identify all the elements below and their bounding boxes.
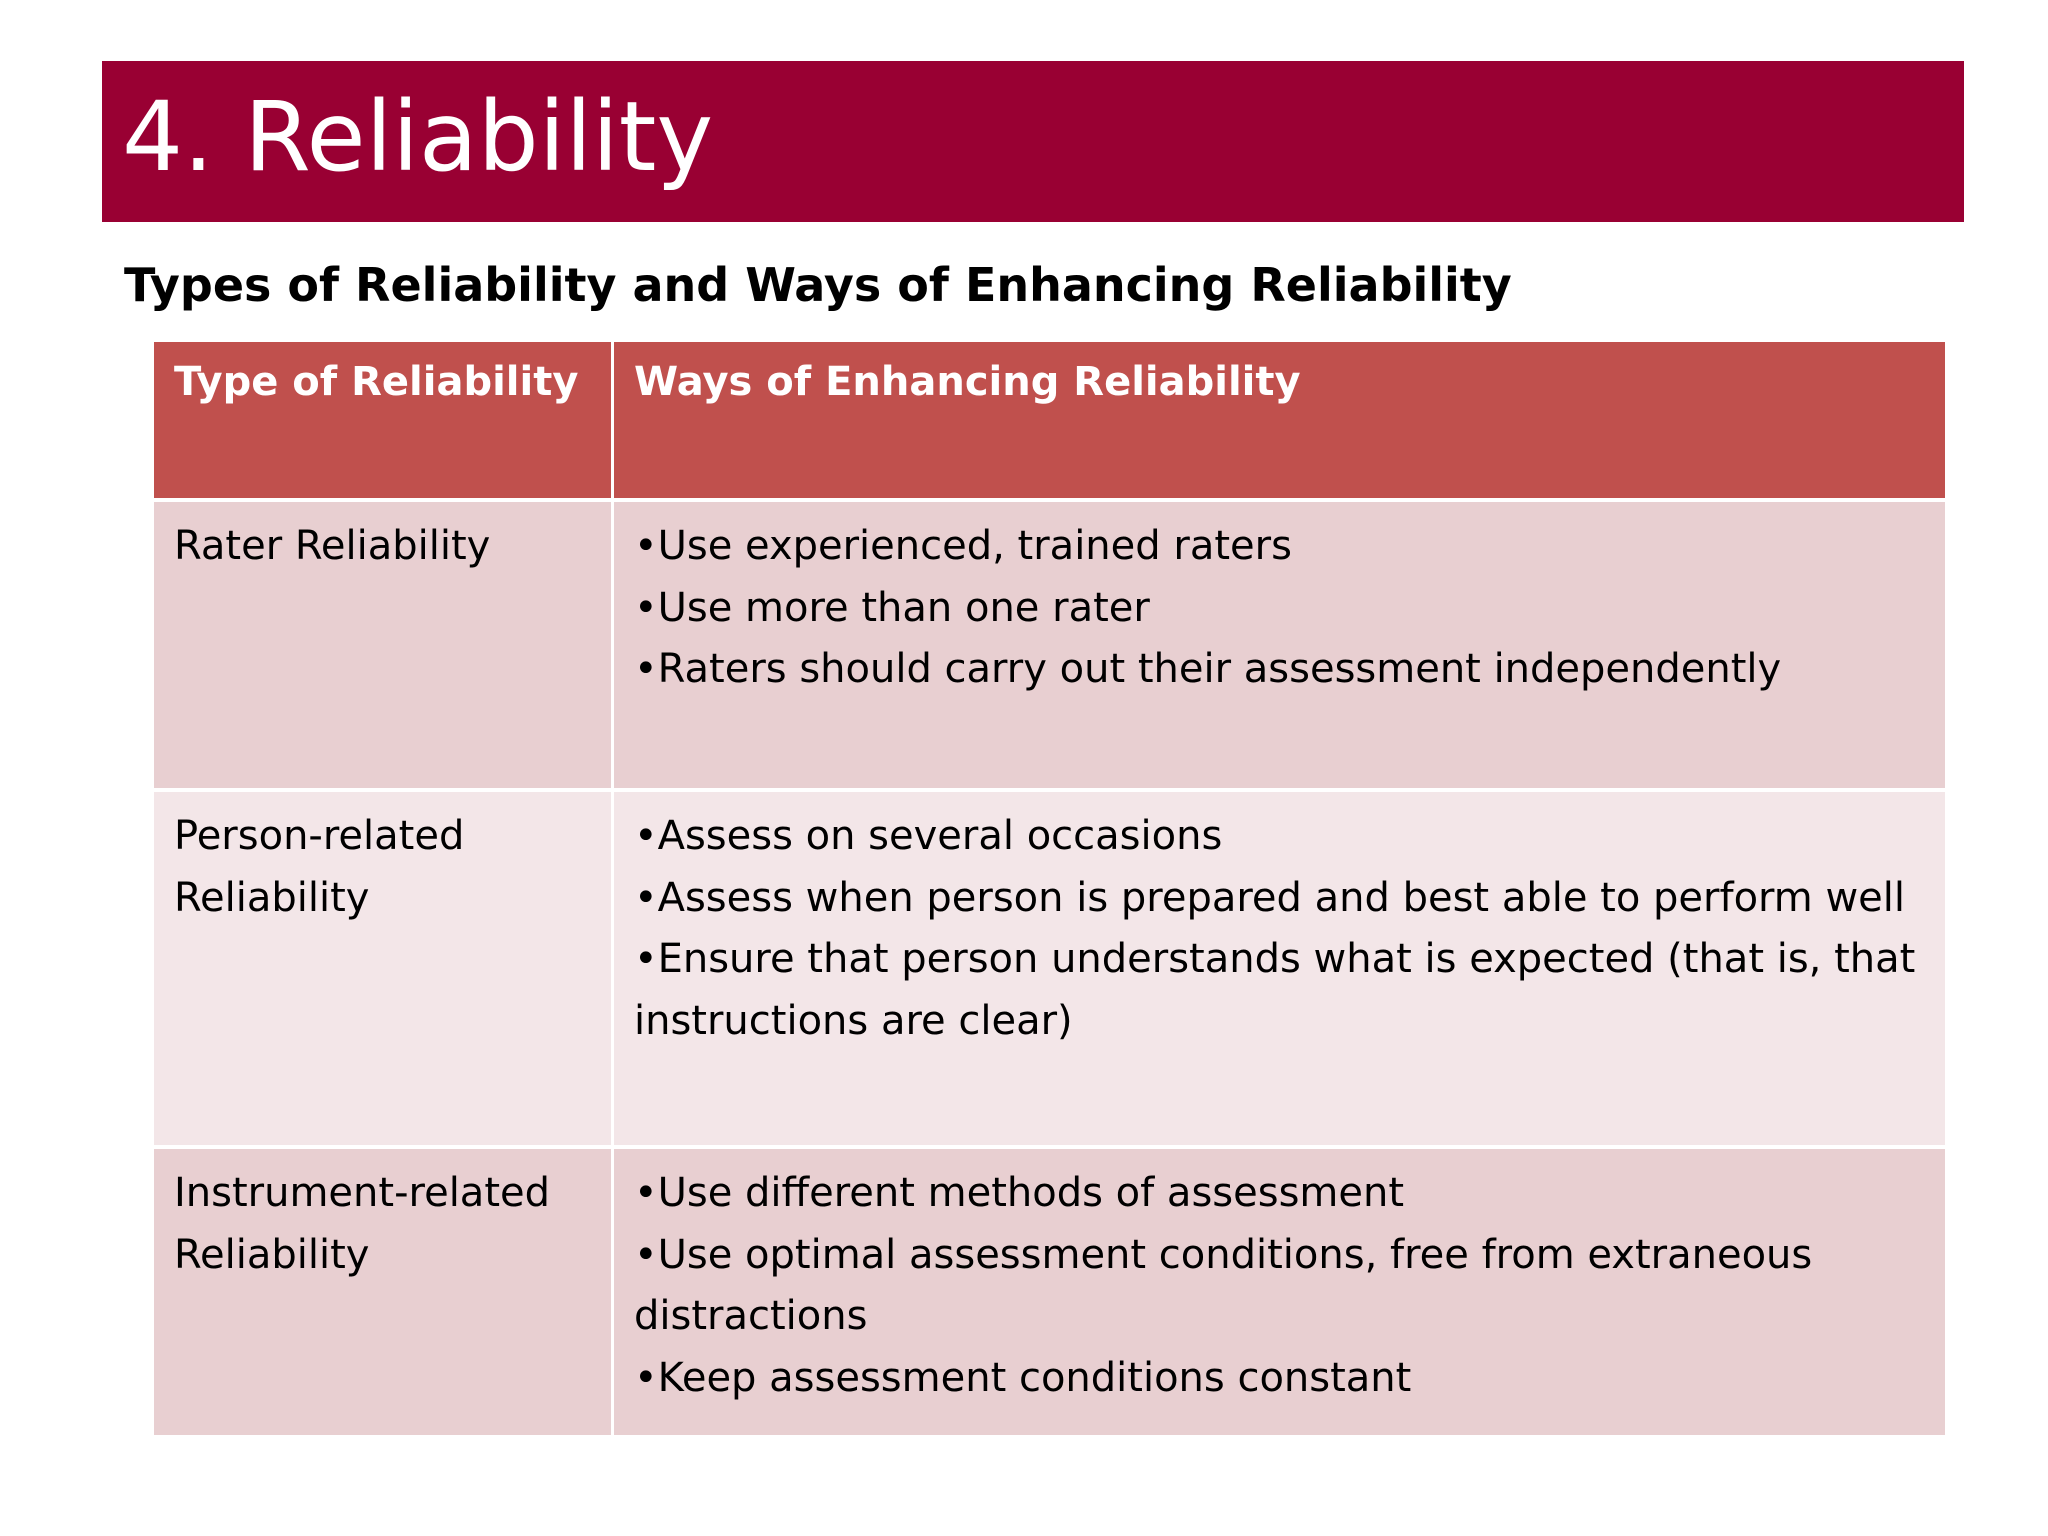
reliability-type: Person-related Reliability	[174, 813, 465, 921]
reliability-type-cell: Person-related Reliability	[154, 792, 614, 1145]
enhancing-ways-cell: •Use experienced, trained raters •Use mo…	[614, 502, 1945, 788]
header-ways-of-enhancing: Ways of Enhancing Reliability	[634, 359, 1301, 405]
title-bar: 4. Reliability	[102, 61, 1964, 222]
table-row: Instrument-related Reliability •Use diff…	[154, 1149, 1945, 1439]
bullet-item: •Use experienced, trained raters	[634, 523, 1292, 569]
bullet-item: •Use different methods of assessment	[634, 1170, 1405, 1216]
table-row: Rater Reliability •Use experienced, trai…	[154, 502, 1945, 792]
bullet-item: •Assess on several occasions	[634, 813, 1223, 859]
enhancing-ways-cell: •Use different methods of assessment •Us…	[614, 1149, 1945, 1435]
bullet-item: •Assess when person is prepared and best…	[634, 874, 1906, 921]
reliability-type: Instrument-related Reliability	[174, 1170, 550, 1278]
reliability-type: Rater Reliability	[174, 523, 491, 569]
table-row: Person-related Reliability •Assess on se…	[154, 792, 1945, 1149]
bullet-item: •Ensure that person understands what is …	[634, 936, 1916, 1044]
slide-subtitle: Types of Reliability and Ways of Enhanci…	[124, 258, 1512, 312]
bullet-item: •Use optimal assessment conditions, free…	[634, 1231, 1813, 1340]
bullet-item: •Use more than one rater	[634, 584, 1150, 631]
table-header-row: Type of Reliability Ways of Enhancing Re…	[154, 342, 1945, 502]
bullet-item: •Raters should carry out their assessmen…	[634, 646, 1782, 692]
reliability-type-cell: Instrument-related Reliability	[154, 1149, 614, 1435]
header-type-of-reliability: Type of Reliability	[154, 342, 614, 498]
enhancing-ways-cell: •Assess on several occasions •Assess whe…	[614, 792, 1945, 1145]
bullet-item: •Keep assessment conditions constant	[634, 1354, 1412, 1401]
slide-title: 4. Reliability	[122, 81, 714, 193]
reliability-table: Type of Reliability Ways of Enhancing Re…	[154, 342, 1945, 1439]
reliability-type-cell: Rater Reliability	[154, 502, 614, 788]
